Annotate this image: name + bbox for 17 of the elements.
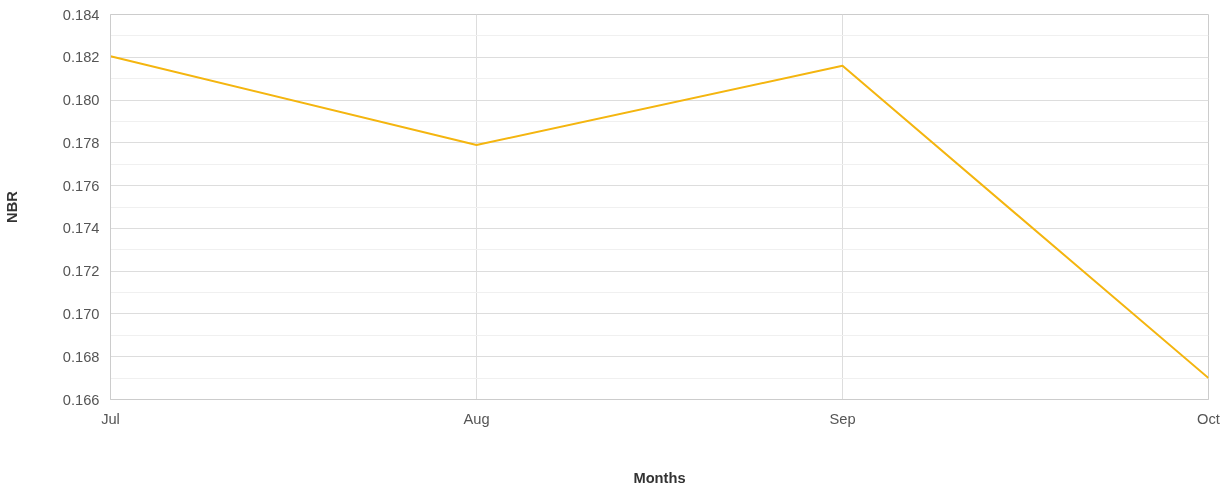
x-tick-label: Sep: [829, 410, 856, 427]
y-tick-label: 0.166: [62, 391, 100, 408]
y-tick-label: 0.182: [62, 49, 100, 66]
x-axis-title: Months: [633, 469, 686, 486]
x-tick-label: Aug: [463, 410, 490, 427]
y-tick-label: 0.184: [62, 6, 100, 23]
y-tick-label: 0.174: [62, 220, 100, 237]
y-tick-label: 0.180: [62, 92, 100, 109]
x-tick-label: Oct: [1197, 410, 1220, 427]
y-tick-label: 0.176: [62, 177, 100, 194]
y-tick-label: 0.170: [62, 305, 100, 322]
y-tick-label: 0.172: [62, 263, 100, 280]
y-tick-label: 0.168: [62, 348, 100, 365]
y-axis-title: NBR: [3, 190, 20, 223]
line-series: [110, 55, 1209, 380]
y-tick-label: 0.178: [62, 134, 100, 151]
x-tick-label: Jul: [101, 410, 120, 427]
